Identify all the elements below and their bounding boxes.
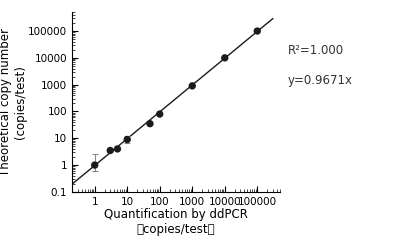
Point [156,112,163,116]
Point [114,147,121,151]
Point [254,29,260,33]
Point [107,149,114,153]
Point [222,56,228,60]
Text: y=0.9671x: y=0.9671x [288,74,353,87]
Point [147,122,153,126]
Text: R²=1.000: R²=1.000 [288,44,344,57]
Y-axis label: Theoretical copy number
(copies/test): Theoretical copy number (copies/test) [0,28,27,176]
Point [92,163,98,167]
Point [124,138,130,141]
X-axis label: Quantification by ddPCR
（copies/test）: Quantification by ddPCR （copies/test） [104,208,248,236]
Point [189,84,196,88]
